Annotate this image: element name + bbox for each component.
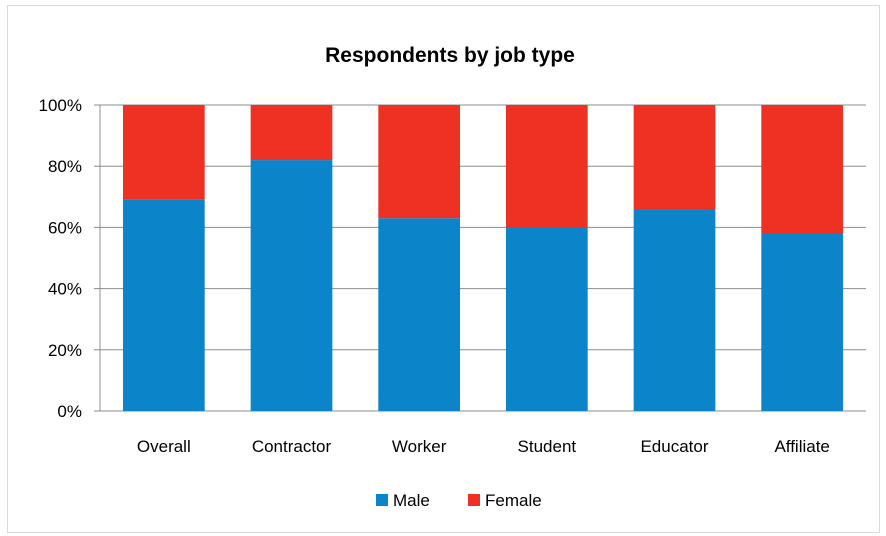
x-category-label: Overall: [137, 437, 191, 456]
y-tick-label: 60%: [48, 218, 82, 237]
gridlines: [94, 104, 866, 412]
legend-swatch-female: [468, 494, 480, 506]
y-tick-label: 100%: [39, 96, 82, 115]
bars: [122, 105, 844, 411]
y-tick-label: 80%: [48, 157, 82, 176]
bar-female-worker: [378, 105, 461, 219]
y-tick-label: 0%: [57, 402, 82, 421]
bar-female-student: [505, 105, 588, 228]
bar-female-affiliate: [761, 105, 844, 234]
bar-male-worker: [378, 218, 461, 411]
x-category-label: Worker: [392, 437, 447, 456]
y-tick-label: 20%: [48, 341, 82, 360]
x-category-label: Student: [518, 437, 577, 456]
legend-label-male: Male: [393, 491, 430, 510]
legend: Male Female: [376, 491, 542, 510]
legend-swatch-male: [376, 494, 388, 506]
x-category-label: Contractor: [252, 437, 332, 456]
bar-male-student: [505, 227, 588, 411]
bar-male-educator: [633, 209, 716, 411]
y-axis-ticks: 0% 20% 40% 60% 80% 100%: [39, 96, 82, 421]
x-category-label: Educator: [640, 437, 708, 456]
bar-male-overall: [122, 199, 205, 411]
bar-female-contractor: [250, 105, 333, 161]
x-category-label: Affiliate: [774, 437, 829, 456]
bar-male-affiliate: [761, 233, 844, 411]
chart-title: Respondents by job type: [325, 44, 575, 67]
bar-female-educator: [633, 105, 716, 210]
y-tick-label: 40%: [48, 280, 82, 299]
bar-male-contractor: [250, 160, 333, 411]
legend-label-female: Female: [485, 491, 542, 510]
x-axis-categories: Overall Contractor Worker Student Educator Af…: [137, 437, 830, 456]
bar-female-overall: [122, 105, 205, 200]
